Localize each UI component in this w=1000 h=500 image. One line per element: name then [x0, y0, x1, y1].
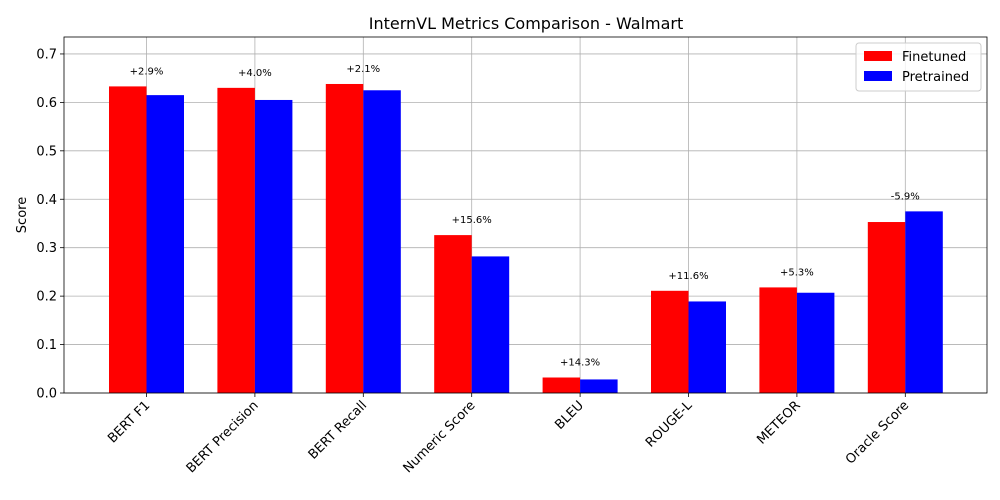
bar-finetuned: [434, 235, 472, 393]
legend-swatch-finetuned: [864, 51, 892, 61]
bar-finetuned: [651, 290, 689, 393]
y-tick-label: 0.7: [36, 47, 57, 62]
x-tick-label: METEOR: [754, 398, 803, 447]
y-axis-label: Score: [15, 197, 30, 233]
bar-finetuned: [109, 86, 147, 393]
y-tick-label: 0.3: [36, 241, 57, 256]
bar-pretrained: [363, 90, 401, 394]
grid-lines: [64, 37, 987, 394]
x-tick-label: Oracle Score: [843, 398, 912, 467]
bar-finetuned: [217, 87, 255, 393]
change-annotation: +5.3%: [780, 267, 814, 278]
bar-finetuned: [867, 222, 906, 393]
data-labels: +2.9% +4.0% +2.1% +15.6% +14.3% +11.6% +5.3% -5…: [130, 64, 920, 369]
y-tick-label: 0.1: [36, 338, 57, 353]
bar-pretrained: [688, 301, 726, 393]
y-tick-label: 0.4: [36, 193, 57, 208]
y-tick-label: 0.0: [36, 387, 57, 402]
y-axis: 0.0 0.1 0.2 0.3 0.4 0.5 0.6 0.7: [36, 47, 64, 402]
change-annotation: +4.0%: [238, 68, 272, 79]
change-annotation: +11.6%: [668, 271, 708, 282]
change-annotation: +15.6%: [452, 215, 492, 226]
bar-pretrained: [254, 99, 293, 393]
legend-label-pretrained: Pretrained: [902, 70, 969, 85]
bar-pretrained: [471, 256, 510, 393]
x-tick-label: BERT Precision: [184, 398, 262, 476]
change-annotation: +2.9%: [130, 66, 164, 77]
bar-finetuned: [325, 83, 364, 394]
bar-finetuned: [542, 377, 581, 393]
x-tick-label: Numeric Score: [401, 398, 479, 476]
bar-pretrained: [905, 211, 943, 393]
bar-pretrained: [796, 292, 835, 393]
legend: Finetuned Pretrained: [855, 42, 982, 92]
bar-pretrained: [580, 379, 618, 393]
y-tick-label: 0.6: [36, 96, 57, 111]
x-axis: BERT F1 BERT Precision BERT Recall Numeric …: [105, 393, 912, 476]
legend-swatch-pretrained: [864, 71, 892, 81]
bar-finetuned: [759, 287, 797, 393]
bars: [109, 83, 943, 394]
x-tick-label: BERT F1: [105, 398, 153, 446]
y-tick-label: 0.2: [36, 290, 57, 305]
x-tick-label: BERT Recall: [306, 398, 370, 462]
x-tick-label: BLEU: [552, 398, 587, 433]
change-annotation: +14.3%: [560, 358, 600, 369]
x-tick-label: ROUGE-L: [643, 398, 696, 451]
change-annotation: +2.1%: [346, 64, 380, 75]
chart-title: InternVL Metrics Comparison - Walmart: [369, 14, 684, 33]
plot-frame: [63, 36, 988, 394]
legend-label-finetuned: Finetuned: [902, 50, 966, 65]
bar-pretrained: [146, 95, 184, 394]
y-tick-label: 0.5: [36, 144, 57, 159]
change-annotation: -5.9%: [891, 191, 920, 202]
